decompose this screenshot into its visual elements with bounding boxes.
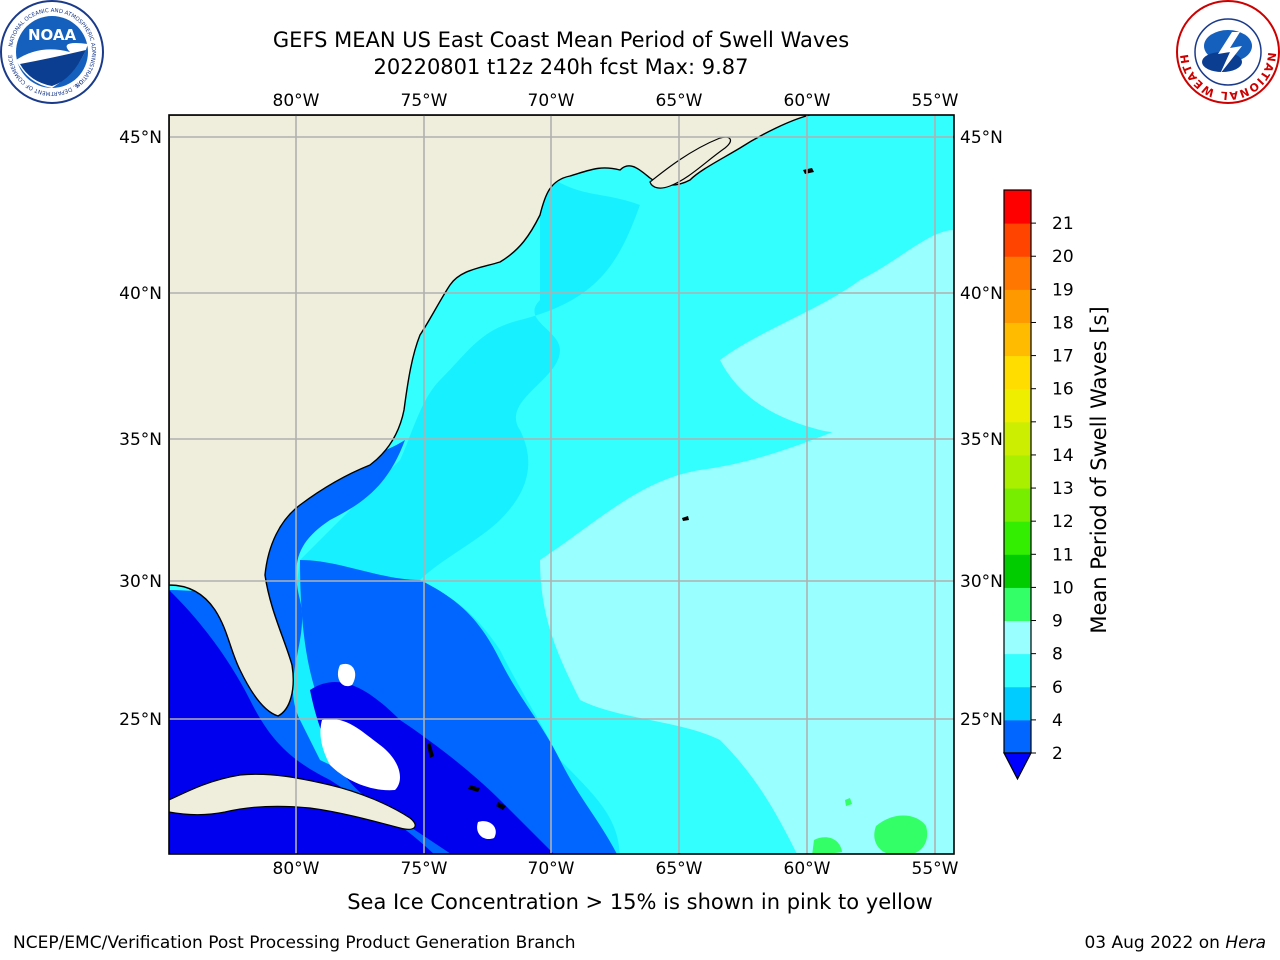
colorbar-tick-label: 2 bbox=[1052, 744, 1063, 764]
colorbar-tick-label: 9 bbox=[1052, 612, 1063, 632]
colorbar-segment bbox=[1004, 355, 1031, 390]
colorbar-frame bbox=[1003, 189, 1032, 754]
colorbar-segment bbox=[1004, 719, 1031, 754]
colorbar-segment bbox=[1004, 223, 1031, 257]
colorbar-extend-arrow bbox=[1003, 752, 1032, 781]
lon-tick-bottom-3: 65°W bbox=[656, 859, 703, 879]
svg-text:NATIONAL WEATHER SERVICE: NATIONAL WEATHER SERVICE bbox=[0, 0, 1278, 102]
colorbar-segment bbox=[1004, 653, 1031, 688]
colorbar-segment bbox=[1004, 289, 1031, 323]
colorbar-tick-label: 19 bbox=[1052, 280, 1074, 300]
lat-tick-right-1: 40°N bbox=[960, 284, 1003, 304]
lat-tick-right-3: 30°N bbox=[960, 572, 1003, 592]
colorbar-tick-label: 18 bbox=[1052, 313, 1074, 333]
lat-tick-labels: 45°N 40°N 35°N 30°N 25°N 45°N 40°N 35°N … bbox=[119, 128, 1003, 730]
colorbar-segment bbox=[1004, 554, 1031, 588]
colorbar-segment bbox=[1004, 521, 1031, 555]
lat-tick-right-2: 35°N bbox=[960, 430, 1003, 450]
colorbar-segment bbox=[1004, 686, 1031, 721]
colorbar-tick-label: 21 bbox=[1052, 214, 1074, 234]
colorbar-segment bbox=[1004, 256, 1031, 290]
colorbar-tick-label: 8 bbox=[1052, 645, 1063, 665]
footer-credit: NCEP/EMC/Verification Post Processing Pr… bbox=[13, 933, 576, 953]
nws-ring-text: NATIONAL WEATHER SERVICE bbox=[0, 0, 1277, 102]
colorbar-tick-label: 16 bbox=[1052, 380, 1074, 400]
lon-tick-bottom-4: 60°W bbox=[784, 859, 831, 879]
footer-machine: Hera bbox=[1225, 933, 1266, 953]
footer-date-text: 03 Aug 2022 on bbox=[1084, 933, 1226, 953]
colorbar-tick-label: 20 bbox=[1052, 247, 1074, 267]
lon-tick-top-2: 70°W bbox=[528, 91, 575, 111]
lon-tick-bottom-0: 80°W bbox=[273, 859, 320, 879]
lon-tick-labels: 80°W 75°W 70°W 65°W 60°W 55°W 80°W 75°W … bbox=[273, 91, 959, 879]
map-graticule bbox=[169, 115, 954, 854]
colorbar-tick-label: 12 bbox=[1052, 512, 1074, 532]
land-mass-cuba bbox=[169, 773, 416, 830]
colorbar-tick-label: 17 bbox=[1052, 347, 1074, 367]
colorbar-label: Mean Period of Swell Waves [s] bbox=[1087, 306, 1111, 633]
nws-logo: NATIONAL WEATHER SERVICE bbox=[0, 0, 1280, 104]
footer-date: 03 Aug 2022 on Hera bbox=[1084, 933, 1266, 953]
colorbar-segment bbox=[1004, 454, 1031, 489]
sea-ice-note: Sea Ice Concentration > 15% is shown in … bbox=[347, 890, 933, 914]
colorbar-segment bbox=[1004, 587, 1031, 622]
colorbar-tick-label: 10 bbox=[1052, 578, 1074, 598]
lon-tick-top-4: 60°W bbox=[784, 91, 831, 111]
map-subtitle: 20220801 t12z 240h fcst Max: 9.87 bbox=[373, 55, 749, 79]
colorbar-tick-label: 6 bbox=[1052, 678, 1063, 698]
colorbar-tick-label: 14 bbox=[1052, 446, 1074, 466]
colorbar-tick-label: 11 bbox=[1052, 545, 1074, 565]
lon-tick-top-1: 75°W bbox=[401, 91, 448, 111]
lon-tick-top-3: 65°W bbox=[656, 91, 703, 111]
lon-tick-bottom-1: 75°W bbox=[401, 859, 448, 879]
noaa-logo-text: NOAA bbox=[28, 26, 77, 44]
lat-tick-left-4: 25°N bbox=[119, 710, 162, 730]
colorbar-segment bbox=[1004, 620, 1031, 655]
lon-tick-bottom-2: 70°W bbox=[528, 859, 575, 879]
lat-tick-left-1: 40°N bbox=[119, 284, 162, 304]
colorbar-segment bbox=[1004, 488, 1031, 522]
colorbar-segment bbox=[1004, 388, 1031, 423]
noaa-logo: NOAA NATIONAL OCEANIC AND ATMOSPHERIC AD… bbox=[0, 0, 104, 104]
colorbar-segment bbox=[1004, 190, 1031, 224]
lat-tick-left-3: 30°N bbox=[119, 572, 162, 592]
map-frame bbox=[168, 114, 955, 855]
colorbar-tick-label: 4 bbox=[1052, 711, 1063, 731]
land-mass-north-america bbox=[169, 115, 811, 717]
colorbar-segment bbox=[1004, 322, 1031, 357]
lat-tick-right-0: 45°N bbox=[960, 128, 1003, 148]
lon-tick-top-5: 55°W bbox=[912, 91, 959, 111]
map-title: GEFS MEAN US East Coast Mean Period of S… bbox=[272, 28, 850, 52]
lon-tick-top-0: 80°W bbox=[273, 91, 320, 111]
lat-tick-left-2: 35°N bbox=[119, 430, 162, 450]
colorbar-tick-label: 15 bbox=[1052, 413, 1074, 433]
map-panel bbox=[169, 115, 954, 854]
colorbar: 2 4 6 8 9 10 11 12 13 14 15 16 17 18 19 20 21 bbox=[1003, 189, 1074, 781]
lat-tick-left-0: 45°N bbox=[119, 128, 162, 148]
lon-tick-bottom-5: 55°W bbox=[912, 859, 959, 879]
colorbar-segment bbox=[1004, 421, 1031, 456]
colorbar-tick-label: 13 bbox=[1052, 479, 1074, 499]
lat-tick-right-4: 25°N bbox=[960, 710, 1003, 730]
